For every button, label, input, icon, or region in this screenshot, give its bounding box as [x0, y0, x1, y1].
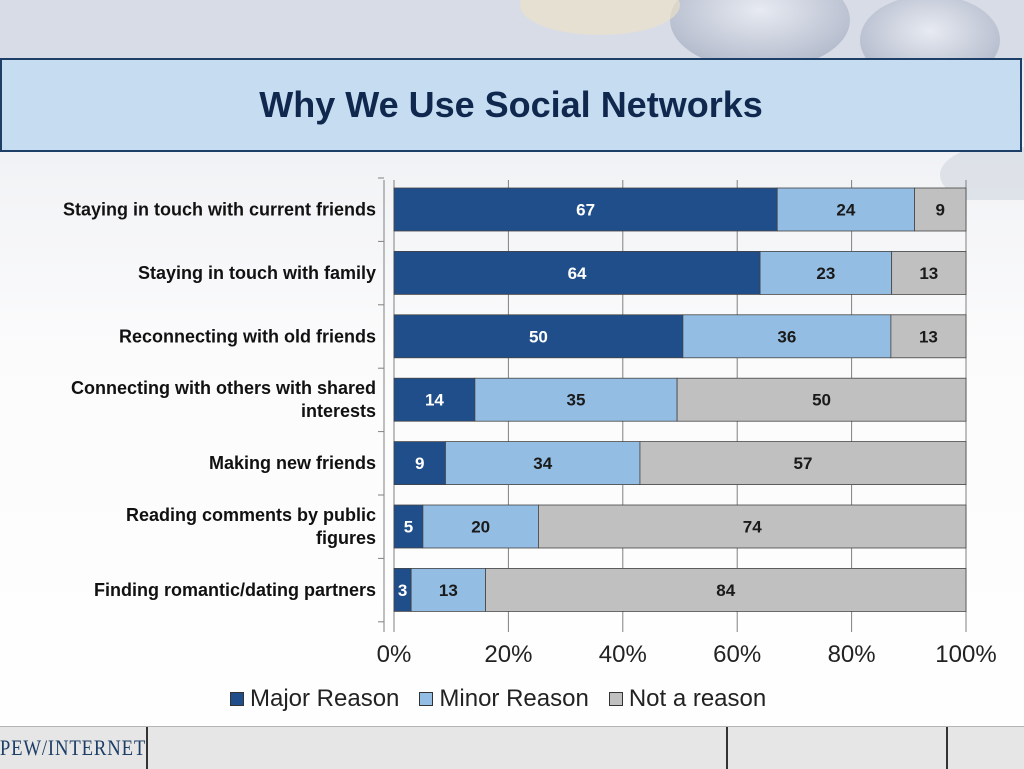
- category-label: Reading comments by public: [126, 505, 376, 525]
- footer-bar: PEW/INTERNET: [0, 726, 1024, 769]
- data-label: 50: [812, 391, 831, 410]
- data-label: 13: [439, 581, 458, 600]
- background-phone-keypad-image: [0, 0, 1024, 200]
- data-label: 64: [568, 264, 587, 283]
- stacked-bar-chart: 0% 20% 40% 60% 80% 100% 67 24 9 Staying in touch …: [63, 177, 997, 668]
- bar-segment: [393, 187, 778, 232]
- footer-divider: [726, 727, 728, 769]
- x-tick-label: 40%: [599, 641, 647, 668]
- category-label: Connecting with others with shared: [71, 378, 376, 398]
- legend-swatch: [230, 692, 244, 706]
- data-label: 9: [415, 454, 424, 473]
- category-label: figures: [316, 528, 376, 548]
- category-label: Reconnecting with old friends: [119, 326, 376, 346]
- data-label: 23: [816, 264, 835, 283]
- category-label: Finding romantic/dating partners: [94, 580, 376, 600]
- category-label: Staying in touch with family: [138, 263, 376, 283]
- legend-swatch: [419, 692, 434, 706]
- category-label: interests: [301, 401, 376, 421]
- bar-segment: [776, 187, 915, 232]
- bar-segment: [474, 377, 678, 422]
- bar-segment: [914, 187, 967, 232]
- legend-item: Minor Reason: [419, 685, 589, 713]
- data-label: 34: [533, 454, 552, 473]
- chart-legend: Major Reason Minor Reason Not a reason: [230, 684, 786, 714]
- legend-label: Major Reason: [250, 685, 400, 712]
- slide-title: Why We Use Social Networks: [259, 84, 763, 125]
- bar-segment: [759, 251, 893, 295]
- legend-item: Not a reason: [608, 685, 767, 713]
- data-label: 57: [794, 454, 813, 473]
- data-label: 9: [936, 201, 945, 220]
- bar-segment: [393, 251, 761, 295]
- data-label: 5: [404, 518, 413, 537]
- bar-segment: [538, 504, 967, 549]
- data-label: 3: [398, 581, 407, 600]
- bar-segment: [676, 377, 967, 422]
- bar-segment: [485, 567, 967, 612]
- data-label: 20: [471, 518, 490, 537]
- bar-segment: [682, 314, 892, 359]
- data-label: 13: [919, 327, 938, 346]
- pew-internet-logo: PEW/INTERNET: [0, 735, 147, 760]
- bar-segment: [393, 441, 446, 486]
- x-tick-label: 60%: [713, 641, 761, 668]
- data-label: 50: [529, 327, 548, 346]
- data-label: 35: [567, 391, 586, 410]
- data-label: 14: [425, 391, 444, 410]
- x-tick-label: 80%: [828, 641, 876, 668]
- bar-segment: [890, 314, 967, 359]
- x-tick-label: 20%: [484, 641, 532, 668]
- footer-divider: [946, 727, 948, 769]
- x-tick-label: 0%: [377, 641, 412, 668]
- bar-segment: [393, 377, 476, 422]
- bar-segment: [422, 504, 539, 549]
- bar-segment: [639, 441, 967, 486]
- bar-segment: [393, 504, 424, 549]
- data-label: 13: [919, 264, 938, 283]
- bar-segment: [445, 441, 641, 486]
- data-label: 74: [743, 518, 762, 537]
- category-label: Making new friends: [209, 453, 376, 473]
- data-label: 84: [716, 581, 735, 600]
- legend-label: Minor Reason: [439, 685, 589, 712]
- legend-label: Not a reason: [628, 685, 767, 712]
- bar-segment: [410, 567, 486, 612]
- legend-item: Major Reason: [230, 685, 399, 713]
- legend-swatch: [608, 692, 623, 706]
- data-label: 24: [836, 201, 855, 220]
- footer-divider: [146, 727, 148, 769]
- category-label: Staying in touch with current friends: [63, 200, 376, 220]
- bar-segment: [393, 314, 684, 359]
- title-bar: Why We Use Social Networks: [0, 58, 1022, 152]
- x-tick-label: 100%: [935, 641, 996, 668]
- data-label: 36: [777, 327, 796, 346]
- data-label: 67: [576, 201, 595, 220]
- bar-segment: [891, 251, 967, 295]
